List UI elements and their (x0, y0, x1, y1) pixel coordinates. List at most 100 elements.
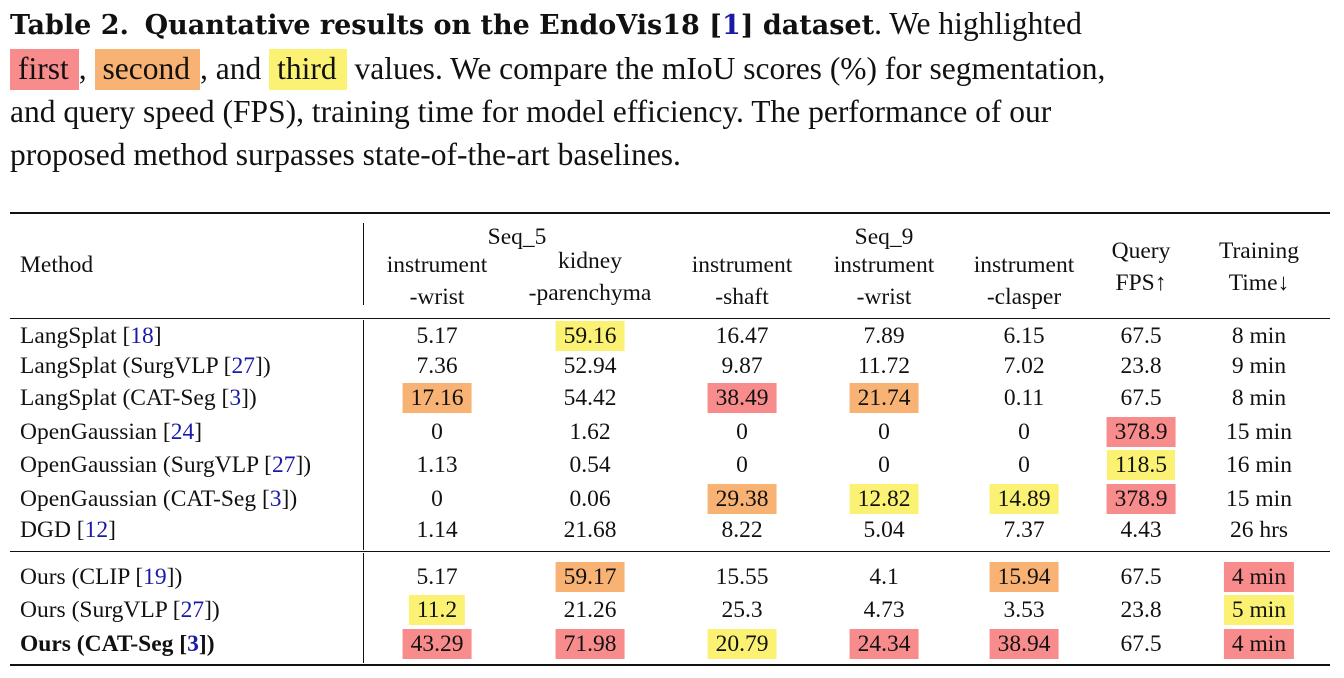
row-7-method: Ours (CLIP [19]) (20, 562, 182, 592)
citation-link[interactable]: 24 (170, 419, 195, 445)
row-1-cell-6: 9 min (1231, 353, 1287, 379)
method-name-suffix: ]) (255, 353, 271, 379)
method-name-suffix: ] (153, 323, 162, 349)
citation-link[interactable]: 3 (187, 631, 199, 657)
row-3-method: OpenGaussian [24] (20, 417, 202, 447)
row-0-method: LangSplat [18] (20, 321, 162, 351)
row-1-cell-2: 9.87 (721, 353, 763, 379)
row-0-cell-4: 6.15 (1003, 323, 1045, 349)
row-8-cell-6: 5 min (1223, 595, 1295, 625)
method-name: OpenGaussian [ (20, 419, 171, 445)
row-8-cell-3: 4.73 (863, 597, 905, 623)
row-5-cell-0: 0 (431, 486, 443, 512)
row-9-cell-2: 20.79 (707, 629, 777, 659)
citation-link[interactable]: 3 (269, 486, 282, 512)
row-3-cell-2: 0 (736, 419, 748, 445)
row-1-method: LangSplat (SurgVLP [27]) (20, 351, 271, 381)
row-9-cell-5: 67.5 (1120, 631, 1162, 657)
row-3-cell-0: 0 (431, 419, 443, 445)
caption-title: Quantative results on the EndoVis18 [1] … (145, 10, 874, 41)
row-2-cell-4: 0.11 (1003, 385, 1045, 411)
header-col-2-line-0: instrument (691, 252, 793, 278)
row-2-method: LangSplat (CAT-Seg [3]) (20, 383, 257, 413)
row-3-cell-1: 1.62 (569, 419, 611, 445)
row-4-cell-3: 0 (878, 452, 890, 478)
method-name-suffix: ] (194, 419, 203, 445)
row-0-cell-3: 7.89 (863, 323, 905, 349)
caption-label: Table 2. (10, 10, 129, 41)
legend-third: third (269, 49, 347, 90)
citation-link[interactable]: 12 (84, 517, 109, 543)
row-4-cell-2: 0 (736, 452, 748, 478)
header-col-5-line-0: Query (1111, 238, 1171, 264)
method-name: Ours (CLIP [ (20, 564, 144, 590)
caption-comma: , (78, 51, 87, 86)
method-name-suffix: ] (108, 517, 116, 543)
row-6-cell-5: 4.43 (1120, 517, 1162, 543)
row-4-method: OpenGaussian (SurgVLP [27]) (20, 450, 311, 480)
citation-link[interactable]: 27 (180, 597, 205, 623)
row-9-cell-6: 4 min (1223, 629, 1295, 659)
row-5-cell-5: 378.9 (1106, 484, 1176, 514)
caption-title-pre: Quantative results on the EndoVis18 [ (144, 10, 722, 41)
citation-link[interactable]: 18 (130, 323, 154, 349)
row-6-cell-6: 26 hrs (1229, 517, 1289, 543)
section-rule (10, 551, 1330, 552)
row-3-cell-3: 0 (878, 419, 890, 445)
row-9-cell-4: 38.94 (989, 629, 1059, 659)
method-name-suffix: ]) (198, 631, 215, 657)
method-name-suffix: ]) (281, 486, 298, 512)
method-name-suffix: ]) (295, 452, 312, 478)
caption-title-post: ] dataset (740, 10, 875, 41)
row-8-cell-5: 23.8 (1120, 597, 1162, 623)
row-7-cell-2: 15.55 (715, 564, 769, 590)
row-8-cell-2: 25.3 (721, 597, 763, 623)
header-col-5-line-1: FPS↑ (1115, 270, 1167, 296)
row-5-cell-3: 12.82 (849, 484, 919, 514)
citation-link[interactable]: 19 (143, 564, 167, 590)
row-8-cell-4: 3.53 (1003, 597, 1045, 623)
caption-line-3: and query speed (FPS), training time for… (10, 94, 1052, 129)
row-7-cell-3: 4.1 (869, 564, 899, 590)
row-1-cell-0: 7.36 (416, 353, 458, 379)
caption-line-2: first, second, and third values. We comp… (10, 47, 1338, 90)
row-2-cell-3: 21.74 (849, 383, 919, 413)
row-8-cell-1: 21.26 (563, 597, 617, 623)
citation-link[interactable]: 27 (231, 353, 256, 379)
caption-line1-rest: . We highlighted (874, 6, 1082, 41)
row-0-cell-5: 67.5 (1120, 323, 1162, 349)
row-9-cell-3: 24.34 (849, 629, 919, 659)
header-method: Method (20, 252, 94, 278)
caption-and: , and (199, 51, 262, 86)
row-7-cell-6: 4 min (1223, 562, 1295, 592)
header-col-4-line-0: instrument (973, 252, 1075, 278)
row-2-cell-1: 54.42 (563, 385, 617, 411)
row-7-cell-0: 5.17 (416, 564, 458, 590)
method-name-suffix: ]) (204, 597, 220, 623)
citation-link[interactable]: 27 (271, 452, 296, 478)
row-1-cell-3: 11.72 (857, 353, 911, 379)
row-9-cell-1: 71.98 (555, 629, 625, 659)
row-2-cell-6: 8 min (1231, 385, 1287, 411)
caption-line-4: proposed method surpasses state-of-the-a… (10, 137, 681, 172)
header-col-1-line-0: kidney (558, 248, 622, 274)
citation-link[interactable]: 3 (229, 385, 242, 411)
caption-citation[interactable]: 1 (721, 10, 741, 41)
row-9-method: Ours (CAT-Seg [3]) (20, 629, 215, 659)
row-1-cell-1: 52.94 (563, 353, 617, 379)
caption-line2-rest: values. We compare the mIoU scores (%) f… (354, 51, 1106, 86)
row-6-cell-0: 1.14 (416, 517, 458, 543)
row-3-cell-6: 15 min (1226, 419, 1292, 445)
row-2-cell-5: 67.5 (1120, 385, 1162, 411)
header-col-2-line-1: -shaft (715, 284, 769, 310)
method-divider-ours (363, 553, 364, 663)
header-col-1-line-1: -parenchyma (528, 280, 652, 306)
row-5-cell-1: 0.06 (569, 486, 611, 512)
row-5-cell-2: 29.38 (707, 484, 777, 514)
row-4-cell-0: 1.13 (416, 452, 458, 478)
row-2-cell-0: 17.16 (402, 383, 472, 413)
header-rule (10, 318, 1330, 319)
header-seq5: Seq_5 (487, 224, 547, 250)
method-name: Ours (CAT-Seg [ (20, 631, 188, 657)
row-4-cell-5: 118.5 (1106, 450, 1176, 480)
